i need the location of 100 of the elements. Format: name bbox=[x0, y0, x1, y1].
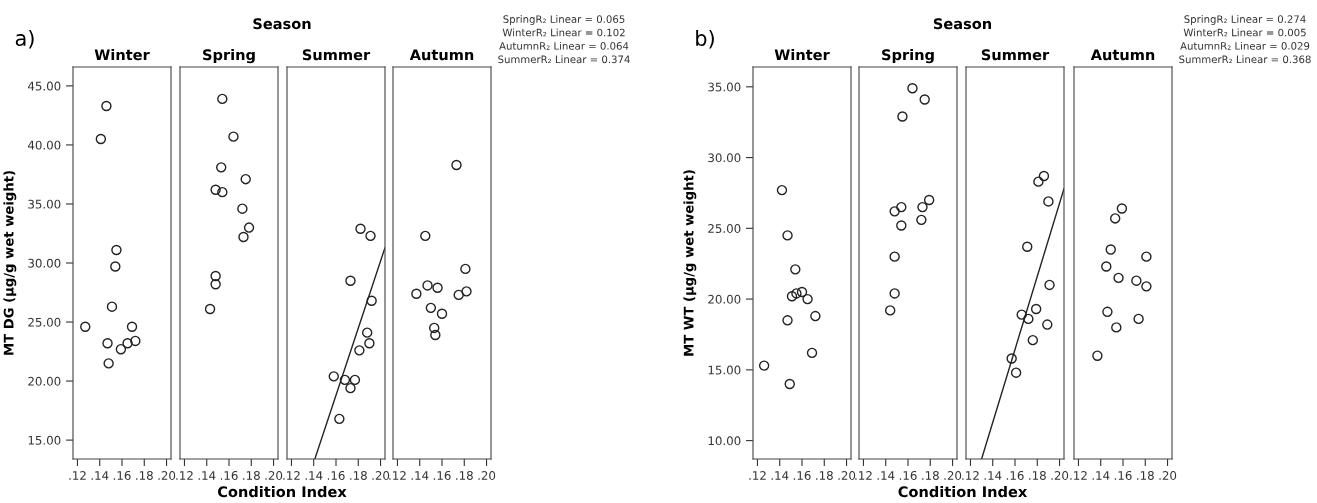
text: AutumnR₂ Linear = 0.064 bbox=[499, 41, 629, 50]
point bbox=[897, 111, 908, 122]
x-axis-title: Condition Index bbox=[217, 485, 347, 498]
y-tick-label: 25.00 bbox=[28, 317, 61, 327]
point bbox=[1113, 272, 1124, 284]
point bbox=[786, 291, 798, 302]
point bbox=[790, 264, 801, 275]
point bbox=[130, 335, 141, 347]
point bbox=[95, 133, 107, 145]
x-tick-label: .12 bbox=[389, 471, 406, 480]
x-tick-label: .12 bbox=[283, 471, 300, 480]
point bbox=[428, 322, 440, 334]
x-tick-label: .20 bbox=[158, 471, 176, 480]
point bbox=[810, 310, 821, 322]
point bbox=[425, 302, 437, 314]
point bbox=[1033, 176, 1044, 187]
chart-title: Winter bbox=[94, 48, 150, 61]
point bbox=[411, 288, 422, 299]
y-tick-label: 20.00 bbox=[708, 294, 741, 304]
point bbox=[1116, 203, 1128, 214]
point bbox=[366, 295, 377, 306]
x-tick-label: .18 bbox=[816, 471, 833, 480]
x-tick-label: .12 bbox=[176, 471, 193, 480]
point bbox=[328, 371, 339, 382]
y-tick-label: 15.00 bbox=[28, 435, 61, 445]
point bbox=[802, 293, 813, 305]
point bbox=[1042, 319, 1053, 330]
x-tick-label: .14 bbox=[771, 471, 789, 480]
point bbox=[422, 280, 433, 291]
chart-title: Summer bbox=[981, 49, 1050, 61]
text: SummerR₂ Linear = 0.374 bbox=[498, 55, 630, 64]
point bbox=[1092, 350, 1103, 361]
text: WinterR₂ Linear = 0.005 bbox=[1183, 28, 1306, 37]
point bbox=[1141, 281, 1152, 292]
point bbox=[1027, 334, 1039, 346]
x-tick-label: .16 bbox=[793, 471, 811, 480]
x-tick-label: .20 bbox=[478, 471, 496, 480]
x-tick-label: .14 bbox=[91, 471, 109, 480]
point bbox=[796, 286, 808, 298]
x-tick-label: .14 bbox=[877, 471, 895, 480]
y-tick-label: 30.00 bbox=[28, 258, 61, 268]
y-tick-label: 10.00 bbox=[708, 436, 741, 446]
x-tick-label: .14 bbox=[411, 471, 429, 480]
text: SpringR₂ Linear = 0.274 bbox=[1184, 15, 1306, 25]
point bbox=[126, 321, 138, 332]
text: b) bbox=[696, 29, 714, 49]
chart-subtitle: Season bbox=[253, 18, 311, 30]
y-axis-title: MT DG (µg/g wet weight) bbox=[3, 171, 17, 355]
point bbox=[917, 201, 928, 213]
point bbox=[420, 230, 431, 242]
point bbox=[106, 301, 118, 312]
point bbox=[210, 184, 221, 196]
x-tick-label: .16 bbox=[113, 471, 131, 480]
point bbox=[758, 360, 770, 371]
point bbox=[122, 338, 133, 349]
point bbox=[436, 308, 448, 319]
y-tick-label: 35.00 bbox=[28, 199, 61, 209]
x-tick-label: .16 bbox=[220, 471, 238, 480]
point bbox=[243, 222, 255, 233]
chart-title: Winter bbox=[774, 48, 830, 61]
x-tick-label: .20 bbox=[1051, 471, 1069, 480]
point bbox=[791, 288, 802, 299]
point bbox=[923, 194, 935, 206]
point bbox=[345, 382, 356, 394]
point bbox=[1109, 213, 1121, 224]
point bbox=[80, 321, 91, 332]
point bbox=[1010, 367, 1022, 378]
point bbox=[889, 251, 900, 262]
x-tick-label: .16 bbox=[1006, 471, 1024, 480]
point bbox=[1023, 313, 1034, 325]
text: a) bbox=[15, 29, 34, 49]
point bbox=[782, 230, 793, 241]
point bbox=[806, 347, 818, 359]
y-tick-label: 45.00 bbox=[27, 81, 61, 91]
point bbox=[461, 286, 472, 297]
chart-title: Spring bbox=[203, 48, 255, 64]
x-tick-label: .14 bbox=[1092, 471, 1110, 480]
point bbox=[907, 83, 918, 94]
point bbox=[776, 184, 788, 196]
point bbox=[1102, 306, 1113, 318]
point bbox=[889, 206, 900, 217]
point bbox=[110, 261, 121, 272]
point bbox=[204, 303, 216, 315]
y-tick-label: 35.00 bbox=[708, 82, 741, 92]
x-tick-label: .12 bbox=[749, 471, 766, 480]
point bbox=[1044, 279, 1055, 291]
point bbox=[889, 288, 900, 299]
x-tick-label: .12 bbox=[855, 471, 872, 480]
point bbox=[460, 263, 471, 275]
chart-title: Autumn bbox=[1090, 49, 1155, 61]
x-tick-label: .18 bbox=[1029, 471, 1046, 480]
point bbox=[430, 329, 441, 341]
point bbox=[240, 173, 251, 185]
point bbox=[354, 345, 365, 356]
point bbox=[365, 230, 376, 242]
x-tick-label: .18 bbox=[1137, 471, 1154, 480]
x-tick-label: .20 bbox=[265, 471, 283, 480]
point bbox=[1131, 275, 1142, 286]
point bbox=[1141, 251, 1152, 262]
chart-title: Spring bbox=[882, 48, 934, 64]
